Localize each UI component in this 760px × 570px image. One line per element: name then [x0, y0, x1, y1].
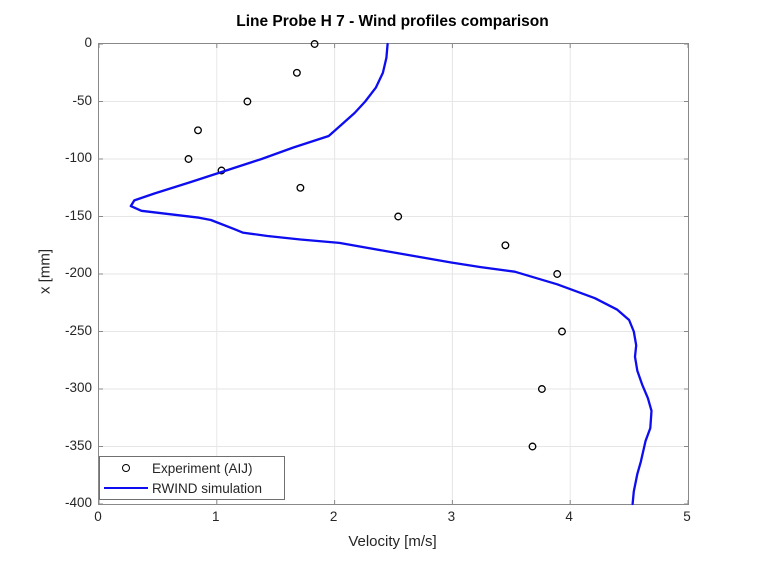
- x-tick-label: 1: [212, 509, 220, 524]
- x-tick-label: 4: [565, 509, 573, 524]
- y-tick-label: -100: [64, 150, 92, 165]
- chart-title: Line Probe H 7 - Wind profiles compariso…: [236, 13, 549, 30]
- y-tick-label: -300: [64, 380, 92, 395]
- legend-label-experiment: Experiment (AIJ): [152, 460, 253, 476]
- experiment-point: [194, 126, 202, 135]
- experiment-point: [292, 68, 301, 77]
- experiment-point: [553, 270, 562, 278]
- y-tick-label: -400: [64, 495, 92, 510]
- x-axis-label: Velocity [m/s]: [348, 533, 437, 550]
- experiment-point: [184, 155, 193, 163]
- x-tick-label: 2: [329, 509, 338, 524]
- experiment-point: [501, 241, 510, 250]
- y-tick-label: -250: [64, 322, 92, 338]
- x-tick-label: 3: [447, 509, 456, 524]
- y-tick-label: 0: [84, 35, 92, 50]
- experiment-point: [537, 385, 546, 393]
- experiment-point: [243, 97, 252, 106]
- x-tick-label: 0: [94, 509, 102, 524]
- legend-entry-experiment: Experiment (AIJ): [100, 459, 284, 478]
- simulation-line-icon: [100, 487, 152, 489]
- experiment-point: [528, 442, 537, 451]
- y-tick-label: -50: [72, 92, 92, 108]
- plot-area: Experiment (AIJ) RWIND simulation: [98, 40, 689, 506]
- legend: Experiment (AIJ) RWIND simulation: [99, 456, 285, 500]
- y-tick-label: -350: [64, 437, 92, 453]
- legend-label-simulation: RWIND simulation: [152, 480, 263, 496]
- experiment-point: [310, 40, 319, 48]
- experiment-point: [296, 183, 305, 192]
- x-tick-label: 5: [683, 509, 691, 524]
- experiment-point: [394, 212, 403, 221]
- chart-canvas: [98, 40, 689, 506]
- y-tick-label: -150: [64, 207, 92, 223]
- y-tick-label: -200: [64, 265, 92, 280]
- experiment-marker-icon: [100, 464, 152, 472]
- experiment-point: [558, 327, 566, 336]
- simulation-curve: [129, 42, 653, 506]
- legend-entry-simulation: RWIND simulation: [100, 479, 284, 498]
